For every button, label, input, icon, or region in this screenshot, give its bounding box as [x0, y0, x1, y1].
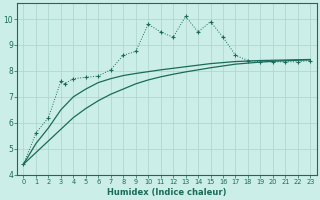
X-axis label: Humidex (Indice chaleur): Humidex (Indice chaleur): [107, 188, 227, 197]
